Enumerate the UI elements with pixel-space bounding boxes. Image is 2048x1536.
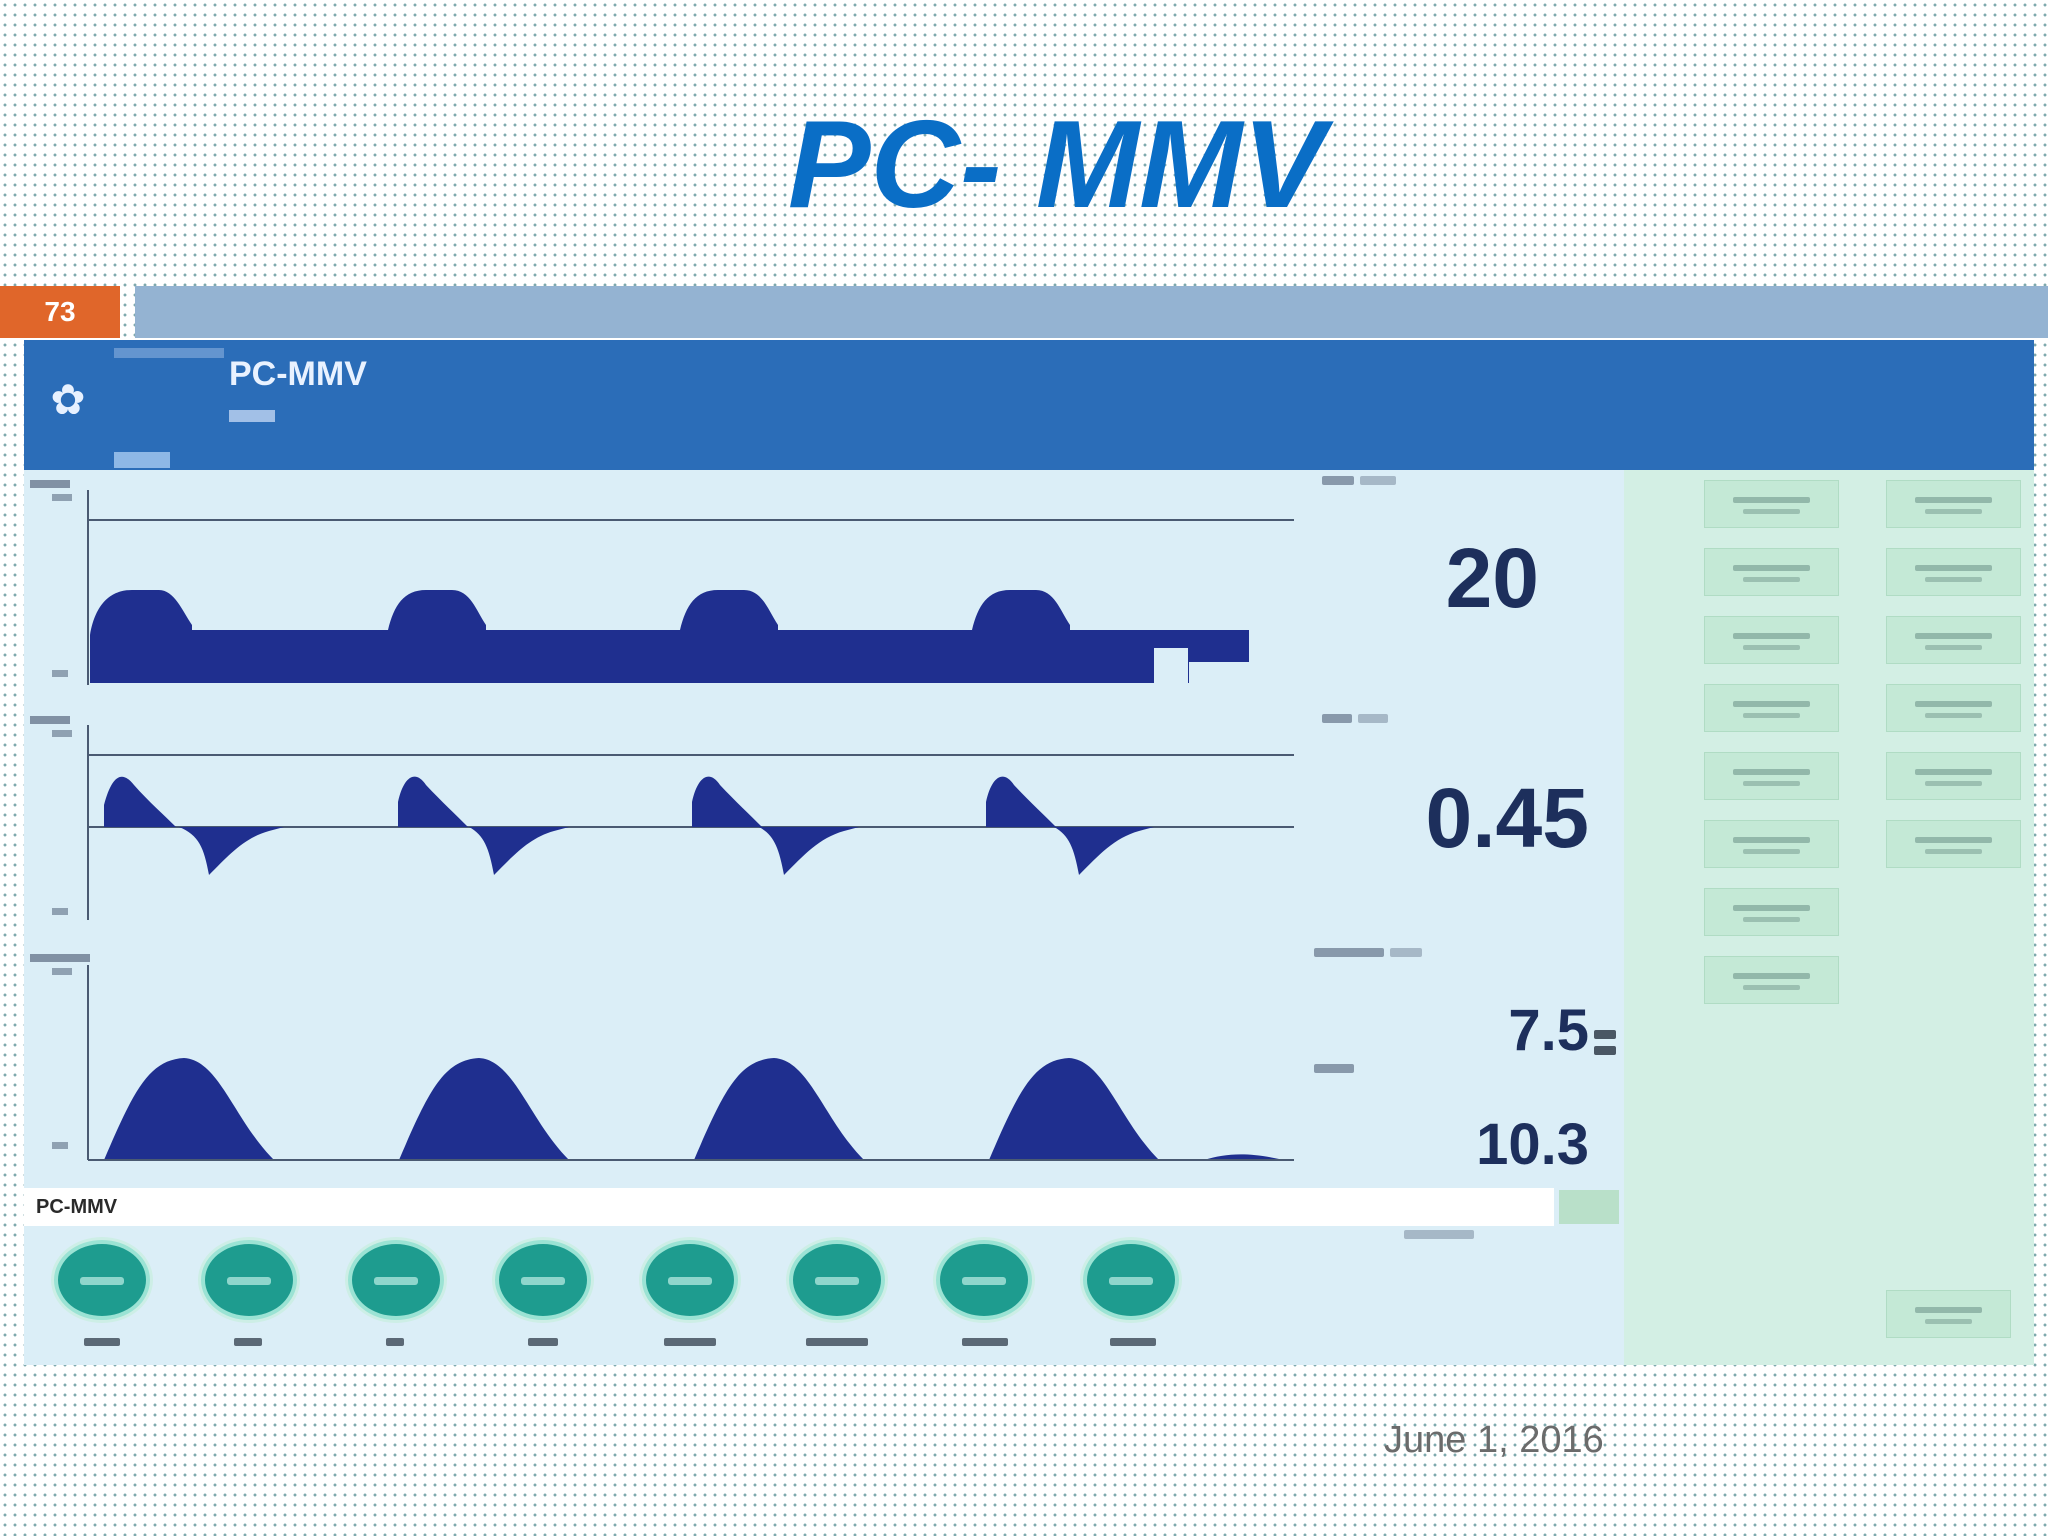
setting-knob-5[interactable] (642, 1240, 738, 1320)
knob-label-5 (664, 1338, 716, 1346)
knob-label-4 (528, 1338, 558, 1346)
control-button-5[interactable] (1704, 752, 1839, 800)
readout-value-2: 0.45 (1425, 771, 1590, 865)
control-button-12[interactable] (1886, 684, 2021, 732)
knob-label-7 (962, 1338, 1008, 1346)
readout-label-4 (1314, 1064, 1354, 1073)
readout-side-unit (1594, 1046, 1616, 1055)
readout-label-2 (1322, 714, 1352, 723)
readout-unit-2 (1358, 714, 1388, 723)
volume-axis-max (52, 968, 72, 975)
pressure-axis-max (52, 494, 72, 501)
ventilator-screenshot: ✿ PC-MMV 20 (24, 340, 2034, 1365)
setting-knob-7[interactable] (936, 1240, 1032, 1320)
setting-knob-3[interactable] (348, 1240, 444, 1320)
control-button-14[interactable] (1886, 820, 2021, 868)
mode-subtitle (229, 410, 275, 422)
control-button-1[interactable] (1704, 480, 1839, 528)
slide-date: June 1, 2016 (1384, 1419, 1604, 1461)
ventilator-logo-icon: ✿ (50, 376, 86, 423)
setting-knob-8[interactable] (1083, 1240, 1179, 1320)
volume-axis-min (52, 1142, 68, 1149)
status-caption (1404, 1230, 1474, 1239)
knob-label-1 (84, 1338, 120, 1346)
control-button-13[interactable] (1886, 752, 2021, 800)
knob-label-8 (1110, 1338, 1156, 1346)
ventilation-mode-title: PC-MMV (229, 355, 367, 393)
readout-panel: 20 0.45 7.5 10.3 (1314, 470, 1624, 1190)
knob-label-3 (386, 1338, 404, 1346)
waveform-graphs (30, 480, 1294, 1161)
volume-waveform (104, 1058, 1284, 1160)
header-caption (114, 348, 224, 358)
flow-axis-max (52, 730, 72, 737)
readout-value-1: 20 (1445, 531, 1539, 625)
pressure-waveform-tail (1187, 630, 1249, 662)
control-button-8[interactable] (1704, 956, 1839, 1004)
control-button-3[interactable] (1704, 616, 1839, 664)
control-button-9[interactable] (1886, 480, 2021, 528)
readout-value-4: 10.3 (1476, 1112, 1589, 1177)
slide-title: PC- MMV (787, 96, 1326, 234)
slide-header-bar (135, 286, 2048, 338)
header-tab[interactable] (114, 452, 170, 468)
readout-label-1 (1322, 476, 1354, 485)
control-button-11[interactable] (1886, 616, 2021, 664)
status-bar-button[interactable] (1559, 1190, 1619, 1224)
control-button-2[interactable] (1704, 548, 1839, 596)
ventilator-header: ✿ PC-MMV (24, 340, 2034, 470)
flow-axis-min (52, 908, 68, 915)
status-mode-text: PC-MMV (36, 1196, 118, 1218)
control-button-4[interactable] (1704, 684, 1839, 732)
setting-knob-4[interactable] (495, 1240, 591, 1320)
pressure-waveform (90, 590, 1189, 683)
readout-value-3: 7.5 (1508, 998, 1589, 1063)
volume-axis-label (30, 954, 90, 962)
control-button-15[interactable] (1886, 1290, 2011, 1338)
readout-side-label (1594, 1030, 1616, 1039)
control-panel (1624, 470, 2034, 1365)
readout-unit-1 (1360, 476, 1396, 485)
slide-number: 73 (0, 286, 120, 338)
status-bar: PC-MMV (24, 1188, 1554, 1226)
readout-label-3 (1314, 948, 1384, 957)
readout-unit-3 (1390, 948, 1422, 957)
pressure-axis-min (52, 670, 68, 677)
knob-label-2 (234, 1338, 262, 1346)
knob-label-6 (806, 1338, 868, 1346)
setting-knob-2[interactable] (201, 1240, 297, 1320)
pressure-axis-label (30, 480, 70, 488)
control-button-7[interactable] (1704, 888, 1839, 936)
flow-waveform (104, 776, 1154, 875)
setting-knob-1[interactable] (54, 1240, 150, 1320)
setting-knob-6[interactable] (789, 1240, 885, 1320)
control-button-10[interactable] (1886, 548, 2021, 596)
control-button-6[interactable] (1704, 820, 1839, 868)
flow-axis-label (30, 716, 70, 724)
